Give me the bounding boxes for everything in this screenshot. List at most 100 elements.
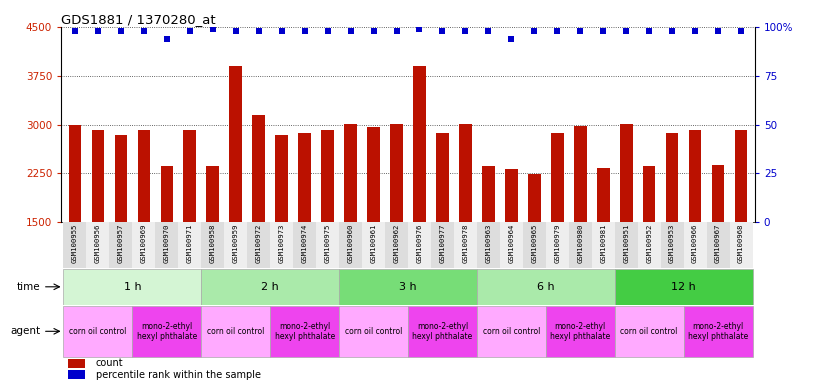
Point [689,28,702,34]
Point [712,28,725,34]
Bar [109,222,132,268]
Bar [620,124,632,222]
Text: corn oil control: corn oil control [482,327,540,336]
Text: time: time [17,282,41,292]
Text: 1 h: 1 h [123,282,141,292]
Point [436,28,449,34]
Point [643,28,656,34]
Text: GSM100968: GSM100968 [738,224,744,263]
Point [69,28,82,34]
Text: GSM100977: GSM100977 [440,224,446,263]
Bar [431,222,454,268]
Point [505,36,518,42]
Bar [270,222,293,268]
Bar [551,133,564,222]
Bar [614,222,637,268]
Point [551,28,564,34]
Text: mono-2-ethyl
hexyl phthalate: mono-2-ethyl hexyl phthalate [274,322,335,341]
Bar [408,222,431,268]
Point [367,28,380,34]
Text: GSM100979: GSM100979 [554,224,561,263]
Bar [454,222,477,268]
Bar [69,124,82,222]
Bar [64,306,132,357]
Bar [362,222,385,268]
Bar [574,126,587,222]
Point [459,28,472,34]
Point [734,28,747,34]
Point [206,26,220,32]
Bar [202,306,270,357]
Text: 3 h: 3 h [399,282,417,292]
Text: GSM100976: GSM100976 [416,224,423,263]
Bar [730,222,752,268]
Bar [68,359,86,368]
Bar [436,133,449,222]
Text: GSM100956: GSM100956 [95,224,101,263]
Bar [138,130,150,222]
Bar [68,371,86,379]
Text: GSM100965: GSM100965 [531,224,537,263]
Point [528,28,541,34]
Bar [155,222,179,268]
Bar [689,130,702,222]
Text: GSM100969: GSM100969 [141,224,147,263]
Bar [206,166,220,222]
Bar [224,222,247,268]
Bar [661,222,684,268]
Point [91,28,104,34]
Text: GSM100959: GSM100959 [233,224,239,263]
Bar [293,222,316,268]
Point [184,28,197,34]
Text: corn oil control: corn oil control [207,327,264,336]
Bar [161,166,173,222]
Bar [339,306,408,357]
Bar [596,168,610,222]
Text: mono-2-ethyl
hexyl phthalate: mono-2-ethyl hexyl phthalate [688,322,748,341]
Bar [477,269,614,305]
Point [574,28,587,34]
Bar [684,222,707,268]
Point [619,28,632,34]
Bar [247,222,270,268]
Text: GSM100960: GSM100960 [348,224,353,263]
Text: GSM100974: GSM100974 [302,224,308,263]
Point [252,28,265,34]
Bar [482,166,494,222]
Text: percentile rank within the sample: percentile rank within the sample [96,370,261,380]
Bar [712,165,725,222]
Bar [252,115,265,222]
Bar [114,135,127,222]
Bar [91,130,104,222]
Text: GSM100966: GSM100966 [692,224,698,263]
Bar [528,174,541,222]
Point [298,28,311,34]
Text: GSM100958: GSM100958 [210,224,215,263]
Text: agent: agent [11,326,41,336]
Point [344,28,357,34]
Bar [592,222,614,268]
Bar [344,124,357,222]
Text: GSM100951: GSM100951 [623,224,629,263]
Bar [569,222,592,268]
Point [482,28,495,34]
Bar [459,124,472,222]
Bar [275,135,288,222]
Point [275,28,288,34]
Bar [229,66,242,222]
Point [413,26,426,32]
Text: count: count [96,359,123,369]
Text: corn oil control: corn oil control [345,327,402,336]
Text: GSM100952: GSM100952 [646,224,652,263]
Text: GSM100981: GSM100981 [601,224,606,263]
Text: GSM100963: GSM100963 [486,224,491,263]
Bar [643,166,655,222]
Bar [477,306,546,357]
Text: 6 h: 6 h [537,282,555,292]
Text: GSM100975: GSM100975 [325,224,330,263]
Bar [202,222,224,268]
Bar [184,130,196,222]
Text: mono-2-ethyl
hexyl phthalate: mono-2-ethyl hexyl phthalate [137,322,197,341]
Point [596,28,610,34]
Bar [64,269,202,305]
